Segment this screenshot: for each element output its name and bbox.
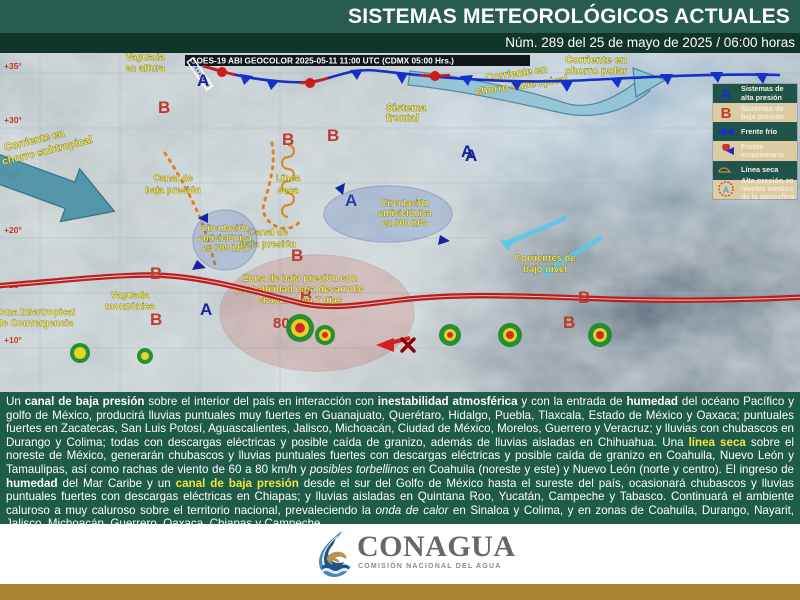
svg-text:Canal de: Canal de bbox=[153, 173, 193, 184]
svg-text:A: A bbox=[200, 300, 212, 319]
svg-text:A: A bbox=[720, 86, 731, 102]
svg-text:frontal: frontal bbox=[386, 112, 419, 124]
svg-text:B: B bbox=[150, 264, 162, 283]
svg-text:A: A bbox=[197, 71, 209, 90]
svg-text:seca: seca bbox=[277, 185, 299, 196]
svg-text:en altura: en altura bbox=[125, 63, 165, 74]
svg-text:Línea: Línea bbox=[276, 173, 302, 184]
svg-text:GOES-19 ABI GEOCOLOR 2025-05-1: GOES-19 ABI GEOCOLOR 2025-05-11 11:00 UT… bbox=[190, 56, 454, 66]
svg-text:B: B bbox=[282, 130, 294, 149]
svg-text:Zona Intertropical: Zona Intertropical bbox=[0, 307, 75, 318]
svg-text:+10°: +10° bbox=[4, 335, 22, 345]
svg-text:Vaguada: Vaguada bbox=[110, 290, 150, 301]
svg-text:Zona de baja presión con: Zona de baja presión con bbox=[243, 273, 358, 284]
svg-text:B: B bbox=[327, 126, 339, 145]
svg-text:A: A bbox=[722, 185, 729, 195]
svg-text:Circulación: Circulación bbox=[201, 223, 249, 233]
svg-text:anticiclónica: anticiclónica bbox=[378, 208, 431, 218]
svg-text:Vaguada: Vaguada bbox=[125, 53, 165, 63]
svg-text:baja presión: baja presión bbox=[145, 185, 201, 196]
svg-text:+30°: +30° bbox=[4, 115, 22, 125]
svg-text:B: B bbox=[158, 98, 170, 117]
svg-text:B: B bbox=[720, 105, 731, 121]
svg-text:Corrientes de: Corrientes de bbox=[514, 253, 575, 264]
svg-text:A: A bbox=[465, 146, 477, 165]
svg-text:monzónica: monzónica bbox=[105, 301, 155, 312]
svg-text:de Convergencia: de Convergencia bbox=[0, 318, 74, 329]
svg-text:Circulación: Circulación bbox=[381, 198, 429, 208]
svg-text:B: B bbox=[150, 310, 162, 329]
svg-text:bajo nivel: bajo nivel bbox=[523, 264, 567, 275]
svg-text:+35°: +35° bbox=[4, 61, 22, 71]
svg-text:B: B bbox=[563, 313, 575, 332]
svg-text:anticiclónica: anticiclónica bbox=[198, 233, 251, 243]
svg-text:chorro polar: chorro polar bbox=[565, 65, 627, 77]
svg-text:+20°: +20° bbox=[4, 225, 22, 235]
svg-text:en 500 hPa: en 500 hPa bbox=[382, 218, 428, 228]
svg-text:en 500 hPa: en 500 hPa bbox=[202, 243, 248, 253]
svg-text:B: B bbox=[578, 288, 590, 307]
